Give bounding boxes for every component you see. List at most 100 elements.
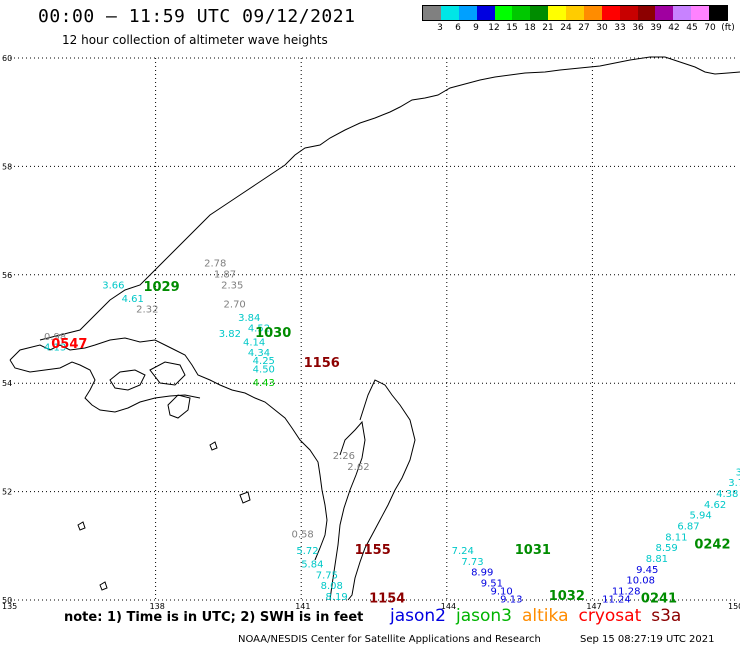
color-scale-label: 9 — [473, 23, 479, 33]
wave-height-value: 3.66 — [102, 280, 124, 291]
longitude-label: 141 — [295, 602, 310, 611]
pass-time-label: 1029 — [143, 280, 179, 295]
longitude-label: 144 — [441, 602, 456, 611]
map-frame — [10, 58, 738, 603]
color-swatch — [566, 6, 584, 20]
color-scale-label: 18 — [524, 23, 536, 33]
color-swatch — [691, 6, 709, 20]
color-swatch — [423, 6, 441, 20]
color-scale-label: 6 — [455, 23, 461, 33]
wave-height-value: 3.71 — [728, 478, 740, 489]
color-swatch — [709, 6, 727, 20]
color-swatch — [530, 6, 549, 20]
color-scale-label: 15 — [506, 23, 518, 33]
wave-height-value: 0.98 — [44, 332, 66, 343]
sakhalin-west-coast — [329, 420, 366, 601]
wave-height-value: 4.52 — [248, 324, 270, 335]
latitude-label: 50 — [2, 596, 12, 605]
wave-height-value: 4.62 — [704, 500, 726, 511]
wave-height-value: 2.70 — [224, 299, 246, 310]
sakhalin-coastline — [347, 379, 416, 601]
wave-height-value: 9.10 — [490, 587, 512, 598]
small-island — [77, 521, 86, 531]
latitude-label: 58 — [2, 162, 12, 171]
pass-time-label: 0242 — [694, 538, 730, 553]
color-scale-label: 24 — [560, 23, 572, 33]
pass-time-label: 1154 — [369, 592, 405, 607]
color-swatch — [548, 6, 566, 20]
color-scale-labels: 3 6 9 12 15 18 21 24 27 30 33 36 39 42 45 70 (ft) — [422, 21, 735, 35]
wave-height-value: 4.25 — [253, 356, 275, 367]
map-title: 00:00 – 11:59 UTC 09/12/2021 — [38, 6, 356, 27]
wave-height-value: 4.14 — [243, 337, 265, 348]
shantar-island — [109, 369, 146, 391]
wave-height-value: 3.84 — [238, 313, 260, 324]
pass-time-labels: 1029 1030 0547 1156 1155 1154 1031 1032 0242 0241 — [51, 280, 730, 607]
credit-line: NOAA/NESDIS Center for Satellite Applica… — [238, 634, 541, 645]
wave-height-value: 5.94 — [689, 511, 711, 522]
wave-height-value: 7.73 — [461, 557, 483, 568]
wave-height-value: 8.11 — [665, 532, 687, 543]
color-swatch — [458, 6, 477, 20]
wave-height-value: 1.87 — [214, 270, 236, 281]
satellite-legend-entry: s3a — [651, 606, 682, 626]
wave-height-value: 9.13 — [500, 595, 522, 606]
latitude-label: 52 — [2, 488, 12, 497]
generation-timestamp: Sep 15 08:27:19 UTC 2021 — [580, 634, 715, 645]
pass-time-label: 1031 — [515, 543, 551, 558]
bolshoy-shantar-island — [149, 361, 186, 386]
sea-coast-west — [9, 359, 201, 413]
longitude-label: 135 — [2, 602, 17, 611]
latitude-label: 56 — [2, 271, 12, 280]
wave-height-value: 2.26 — [333, 451, 355, 462]
western-coast — [9, 337, 328, 561]
color-scale-label: 33 — [614, 23, 626, 33]
feklistova-island — [167, 394, 191, 419]
wave-height-value: 4.43 — [253, 378, 275, 389]
color-scale-label: 70 — [704, 23, 716, 33]
color-swatch — [637, 6, 656, 20]
wave-height-value: 7.75 — [316, 570, 338, 581]
satellite-legend-entry: altika — [522, 606, 569, 626]
color-scale-label: 36 — [632, 23, 644, 33]
footer-note: note: 1) Time is in UTC; 2) SWH is in fe… — [64, 610, 364, 625]
wave-height-color-scale: 3 6 9 12 15 18 21 24 27 30 33 36 39 42 45 70 (ft) — [422, 5, 735, 35]
color-swatch — [583, 6, 602, 20]
wave-height-value: 2.78 — [204, 259, 226, 270]
pass-time-label: 1156 — [304, 356, 340, 371]
longitude-label: 150 — [728, 602, 740, 611]
color-scale-label: 12 — [488, 23, 500, 33]
wave-height-value: 3.4 — [736, 467, 740, 478]
wave-height-value: 8.19 — [325, 592, 347, 603]
wave-height-value: 3.82 — [219, 329, 241, 340]
wave-height-value: 2.62 — [347, 462, 369, 473]
color-swatch — [494, 6, 513, 20]
small-island — [209, 441, 218, 451]
color-scale-label: 21 — [542, 23, 554, 33]
wave-height-value: 9.51 — [481, 578, 503, 589]
color-scale-label: 42 — [668, 23, 680, 33]
small-island — [239, 491, 251, 504]
color-scale-label: 3 — [437, 23, 443, 33]
latitude-label: 60 — [2, 54, 12, 63]
coastline — [9, 56, 740, 601]
color-swatch — [440, 6, 459, 20]
color-swatch — [619, 6, 638, 20]
pass-time-label: 1032 — [549, 589, 585, 604]
color-scale-label: 27 — [578, 23, 590, 33]
color-scale-label: 45 — [686, 23, 698, 33]
longitude-label: 147 — [586, 602, 601, 611]
wave-height-value: 9.45 — [636, 565, 658, 576]
wave-height-value: 4.34 — [248, 348, 270, 359]
color-scale-label: (ft) — [721, 23, 735, 33]
small-island — [99, 581, 108, 591]
pass-time-label: 0547 — [51, 337, 87, 352]
latitude-label: 54 — [2, 379, 12, 388]
color-scale-label: 39 — [650, 23, 662, 33]
wave-height-value: 8.59 — [655, 543, 677, 554]
satellite-legend: jason2 jason3 altika cryosat s3a — [390, 606, 691, 626]
wave-height-value: 10.08 — [626, 576, 655, 587]
wave-height-value: 4.61 — [122, 294, 144, 305]
wave-height-value: 11.28 — [612, 587, 641, 598]
wave-height-value: 0.58 — [291, 530, 313, 541]
